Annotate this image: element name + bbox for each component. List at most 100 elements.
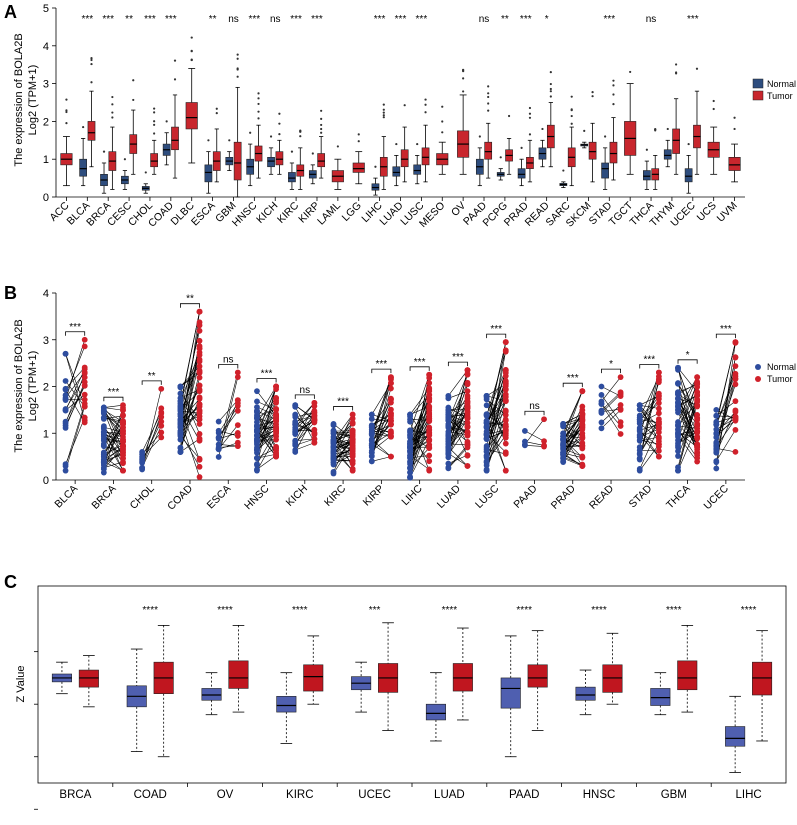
panel-b-normal-point bbox=[445, 465, 452, 472]
panel-b-significance: ** bbox=[148, 371, 156, 382]
panel-b-pair-line bbox=[333, 448, 353, 459]
panel-a-tumor-box bbox=[317, 153, 326, 168]
panel-b-significance-bracket bbox=[562, 382, 583, 388]
panel-b-pair-line bbox=[218, 432, 238, 440]
panel-b-pair-line bbox=[409, 399, 430, 478]
panel-a-significance: *** bbox=[520, 14, 532, 25]
panel-b-pair-line bbox=[256, 386, 277, 459]
panel-b-pair-line bbox=[103, 409, 124, 473]
panel-b-tumor-point bbox=[349, 415, 356, 422]
panel-b-pair-line bbox=[409, 432, 430, 462]
panel-b-tumor-point bbox=[81, 379, 88, 386]
panel-b-pair-line bbox=[563, 419, 583, 427]
panel-b-normal-point bbox=[215, 446, 222, 453]
panel-a-tumor-box bbox=[185, 102, 198, 130]
panel-a-outlier bbox=[382, 116, 385, 119]
panel-b-pair-line bbox=[409, 406, 430, 445]
panel-a-outlier bbox=[165, 120, 168, 123]
panel-b-pair-line bbox=[601, 376, 621, 402]
panel-b-pair-line bbox=[256, 389, 277, 432]
panel-a-y-label-1: The expression of BOLA2B bbox=[13, 33, 25, 166]
panel-b-normal-point bbox=[62, 467, 69, 474]
panel-b-significance: ** bbox=[186, 294, 194, 305]
panel-b-tumor-point bbox=[579, 434, 586, 441]
panel-b-pair-line bbox=[256, 433, 277, 442]
panel-c-significance: **** bbox=[666, 605, 682, 616]
panel-b-tumor-point bbox=[311, 409, 318, 416]
panel-b-pair-line bbox=[409, 455, 430, 470]
panel-b-significance: *** bbox=[567, 373, 579, 384]
panel-b-significance: *** bbox=[108, 387, 120, 398]
panel-a-outlier bbox=[153, 123, 156, 126]
panel-b-pair-line bbox=[295, 412, 315, 418]
panel-b-tumor-point bbox=[426, 417, 433, 424]
panel-b-pair-line bbox=[677, 405, 698, 457]
panel-b-normal-point bbox=[100, 416, 107, 422]
panel-b-pair-line bbox=[486, 372, 507, 428]
panel-b-pair-line bbox=[103, 431, 124, 435]
panel-b-pair-line bbox=[295, 417, 315, 432]
panel-b-x-tick-label: KIRP bbox=[361, 483, 387, 509]
panel-b-pair-line bbox=[218, 424, 239, 450]
panel-b-normal-point bbox=[254, 388, 260, 395]
panel-a-outlier bbox=[90, 62, 93, 66]
panel-a-outlier bbox=[583, 129, 586, 132]
panel-label-c: C bbox=[4, 572, 17, 592]
panel-b-pair-line bbox=[371, 388, 392, 456]
panel-b-tumor-point bbox=[464, 367, 471, 374]
panel-b-significance-bracket bbox=[409, 366, 430, 371]
panel-c-significance: **** bbox=[591, 605, 607, 616]
panel-b-pair-line bbox=[677, 395, 698, 407]
panel-a-y-tick-label: 4 bbox=[43, 41, 49, 53]
panel-b-pair-line bbox=[256, 425, 277, 429]
panel-b-normal-point bbox=[330, 468, 337, 475]
panel-a-tumor-box bbox=[400, 149, 409, 168]
panel-b-normal-point bbox=[636, 428, 643, 435]
panel-b-x-tick-label: PAAD bbox=[511, 482, 539, 510]
panel-b-tumor-point bbox=[158, 429, 165, 436]
panel-a-outlier bbox=[228, 139, 231, 142]
panel-b-normal-point bbox=[445, 409, 452, 416]
panel-b-y-tick-label: 0 bbox=[43, 475, 49, 487]
panel-b-normal-point bbox=[177, 398, 184, 405]
panel-a-outlier bbox=[549, 71, 552, 74]
panel-a-tumor-box bbox=[275, 151, 284, 166]
panel-a-outlier bbox=[382, 103, 385, 106]
panel-b-tumor-point bbox=[694, 411, 701, 418]
panel-b-normal-point bbox=[483, 431, 490, 437]
panel-a-outlier bbox=[478, 135, 481, 138]
panel-b-normal-point bbox=[713, 465, 720, 472]
panel-a-tumor-box bbox=[150, 153, 158, 168]
panel-b-pair-line bbox=[448, 418, 468, 451]
panel-b-pair-line bbox=[103, 420, 124, 446]
panel-b-tumor-point bbox=[541, 438, 547, 445]
panel-b-tumor-point bbox=[388, 453, 394, 460]
panel-c-tumor-box bbox=[602, 664, 623, 693]
panel-b-pair-line bbox=[103, 441, 124, 457]
panel-c-significance: **** bbox=[217, 605, 233, 616]
panel-b-pair-line bbox=[256, 390, 277, 417]
panel-a-y-tick-label: 5 bbox=[43, 3, 49, 15]
panel-b-pair-line bbox=[409, 421, 430, 471]
panel-b-tumor-point bbox=[464, 403, 471, 410]
panel-b-pair-line bbox=[294, 415, 315, 453]
panel-b-pair-line bbox=[180, 348, 200, 434]
panel-b-tumor-point bbox=[655, 453, 662, 460]
panel-b-normal-point bbox=[560, 459, 567, 465]
panel-b-pair-line bbox=[677, 369, 698, 419]
panel-b-tumor-point bbox=[617, 391, 624, 397]
panel-c-tumor-box bbox=[303, 664, 324, 692]
panel-a-significance: *** bbox=[687, 14, 699, 25]
panel-b-pair-line bbox=[180, 387, 200, 435]
panel-b-tumor-point bbox=[196, 352, 203, 358]
panel-b-pair-line bbox=[65, 377, 85, 410]
panel-b-pair-line bbox=[486, 342, 507, 428]
panel-b-pair-line bbox=[141, 388, 162, 470]
panel-c-x-tick-label: PAAD bbox=[509, 789, 539, 801]
panel-a-outlier bbox=[320, 109, 323, 112]
panel-a-significance: *** bbox=[249, 14, 261, 25]
panel-b-pair-line bbox=[524, 445, 545, 447]
panel-b-normal-point bbox=[407, 427, 413, 434]
panel-b-pair-line bbox=[716, 379, 736, 453]
panel-b-pair-line bbox=[180, 370, 200, 387]
